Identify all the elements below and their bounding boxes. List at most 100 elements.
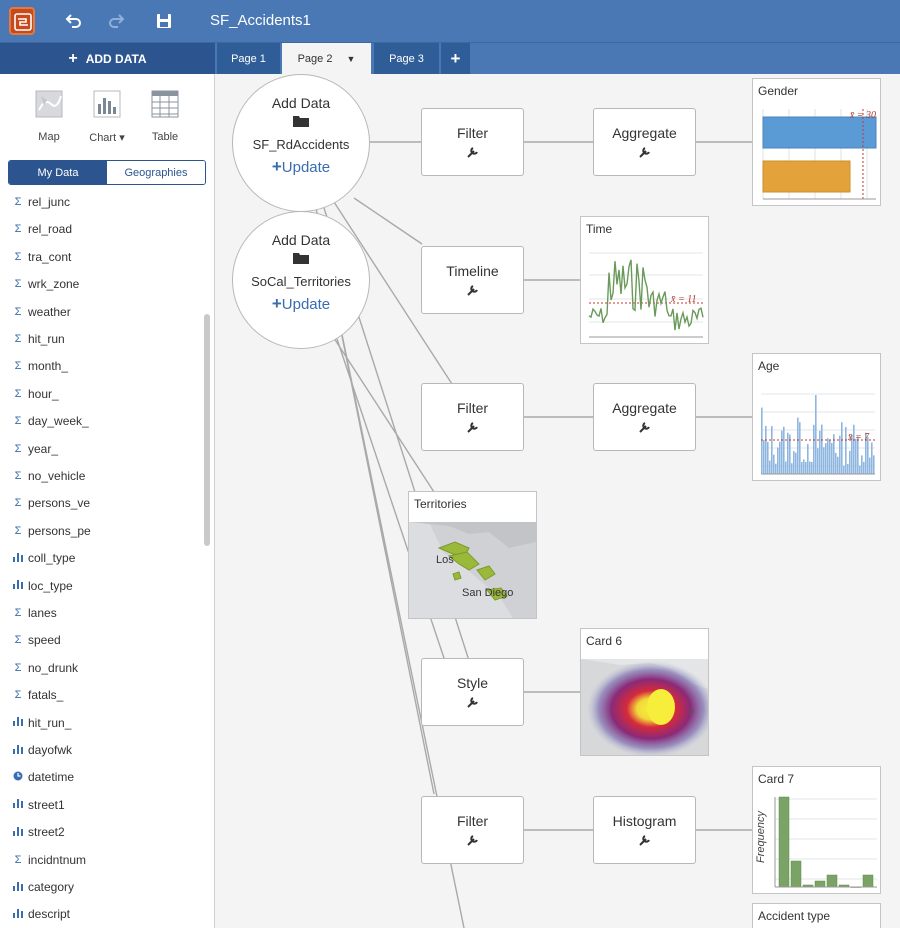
field-item[interactable]: street1 — [13, 795, 65, 815]
undo-icon[interactable] — [63, 11, 83, 31]
field-item[interactable]: descript — [13, 904, 70, 924]
age-bar[interactable] — [871, 442, 873, 474]
age-bar[interactable] — [861, 455, 863, 474]
age-bar[interactable] — [765, 426, 767, 474]
tab-page-3[interactable]: Page 3 — [374, 43, 440, 74]
dataset-socal-territories[interactable]: Add Data SoCal_Territories +Update — [232, 211, 370, 349]
histogram-node[interactable]: Histogram — [593, 796, 696, 864]
age-bar[interactable] — [801, 462, 803, 474]
style-node[interactable]: Style — [421, 658, 524, 726]
age-bar[interactable] — [847, 464, 849, 474]
age-bar[interactable] — [853, 424, 855, 474]
age-bar[interactable] — [809, 461, 811, 474]
age-bar[interactable] — [829, 440, 831, 474]
field-item[interactable]: category — [13, 877, 74, 897]
sidebar-scrollbar[interactable] — [204, 314, 210, 546]
age-bar[interactable] — [851, 435, 853, 474]
field-item[interactable]: dayofwk — [13, 740, 72, 760]
timeline-node[interactable]: Timeline — [421, 246, 524, 314]
wrench-icon[interactable] — [466, 283, 480, 297]
age-bar[interactable] — [859, 465, 861, 474]
wrench-icon[interactable] — [466, 695, 480, 709]
card-7[interactable]: Card 7 Frequency — [752, 766, 881, 894]
age-bar[interactable] — [773, 454, 775, 474]
age-bar[interactable] — [785, 461, 787, 474]
age-bar[interactable] — [835, 452, 837, 474]
age-bar[interactable] — [865, 432, 867, 474]
age-bar[interactable] — [833, 434, 835, 474]
age-bar[interactable] — [819, 430, 821, 474]
chart-button[interactable]: Chart ▾ — [82, 90, 132, 144]
accident-type-card[interactable]: Accident type — [752, 903, 881, 928]
age-bar[interactable] — [825, 443, 827, 474]
territories-card[interactable]: Territories Los San Diego — [408, 491, 537, 619]
tab-my-data[interactable]: My Data — [9, 161, 107, 184]
histogram-bar[interactable] — [862, 874, 874, 888]
chevron-down-icon[interactable]: ▼ — [346, 53, 356, 64]
aggregate-node[interactable]: Aggregate — [593, 383, 696, 451]
wrench-icon[interactable] — [638, 833, 652, 847]
histogram-bar[interactable] — [826, 874, 838, 888]
age-bar[interactable] — [797, 417, 799, 474]
age-bar[interactable] — [841, 422, 843, 474]
field-item[interactable]: coll_type — [13, 548, 75, 568]
age-bar[interactable] — [799, 422, 801, 474]
age-bar[interactable] — [823, 447, 825, 474]
histogram-bar[interactable] — [814, 880, 826, 888]
tab-geographies[interactable]: Geographies — [107, 161, 205, 184]
age-bar[interactable] — [767, 441, 769, 474]
field-item[interactable]: loc_type — [13, 576, 73, 596]
age-bar[interactable] — [807, 444, 809, 474]
age-bar[interactable] — [789, 434, 791, 474]
age-bar[interactable] — [771, 426, 773, 474]
histogram-bar[interactable] — [778, 796, 790, 888]
age-bar[interactable] — [839, 435, 841, 474]
age-bar[interactable] — [805, 462, 807, 474]
histogram-bar[interactable] — [790, 860, 802, 888]
aggregate-node[interactable]: Aggregate — [593, 108, 696, 176]
age-bar[interactable] — [837, 456, 839, 474]
age-bar[interactable] — [777, 447, 779, 474]
age-bar[interactable] — [761, 407, 763, 474]
table-button[interactable]: Table — [140, 90, 190, 143]
age-bar[interactable] — [867, 437, 869, 474]
field-item[interactable]: street2 — [13, 822, 65, 842]
field-item[interactable]: datetime — [13, 767, 74, 787]
wrench-icon[interactable] — [638, 420, 652, 434]
age-bar[interactable] — [827, 438, 829, 474]
filter-node[interactable]: Filter — [421, 796, 524, 864]
age-bar[interactable] — [849, 450, 851, 474]
age-bar[interactable] — [857, 436, 859, 474]
age-bar[interactable] — [783, 426, 785, 474]
filter-node[interactable]: Filter — [421, 108, 524, 176]
app-logo-icon[interactable] — [9, 7, 35, 35]
age-bar[interactable] — [791, 463, 793, 474]
save-icon[interactable] — [154, 11, 174, 31]
age-bar[interactable] — [863, 461, 865, 474]
age-bar[interactable] — [869, 457, 871, 474]
age-bar[interactable] — [803, 459, 805, 474]
age-bar[interactable] — [763, 440, 765, 474]
tab-page-2[interactable]: Page 2 ▼ — [282, 43, 372, 74]
filter-node[interactable]: Filter — [421, 383, 524, 451]
age-bar[interactable] — [815, 395, 817, 474]
wrench-icon[interactable] — [466, 833, 480, 847]
update-button[interactable]: +Update — [233, 157, 369, 177]
field-item[interactable]: hit_run_ — [13, 713, 71, 733]
add-page-button[interactable]: + — [441, 43, 471, 74]
age-bar[interactable] — [843, 465, 845, 474]
